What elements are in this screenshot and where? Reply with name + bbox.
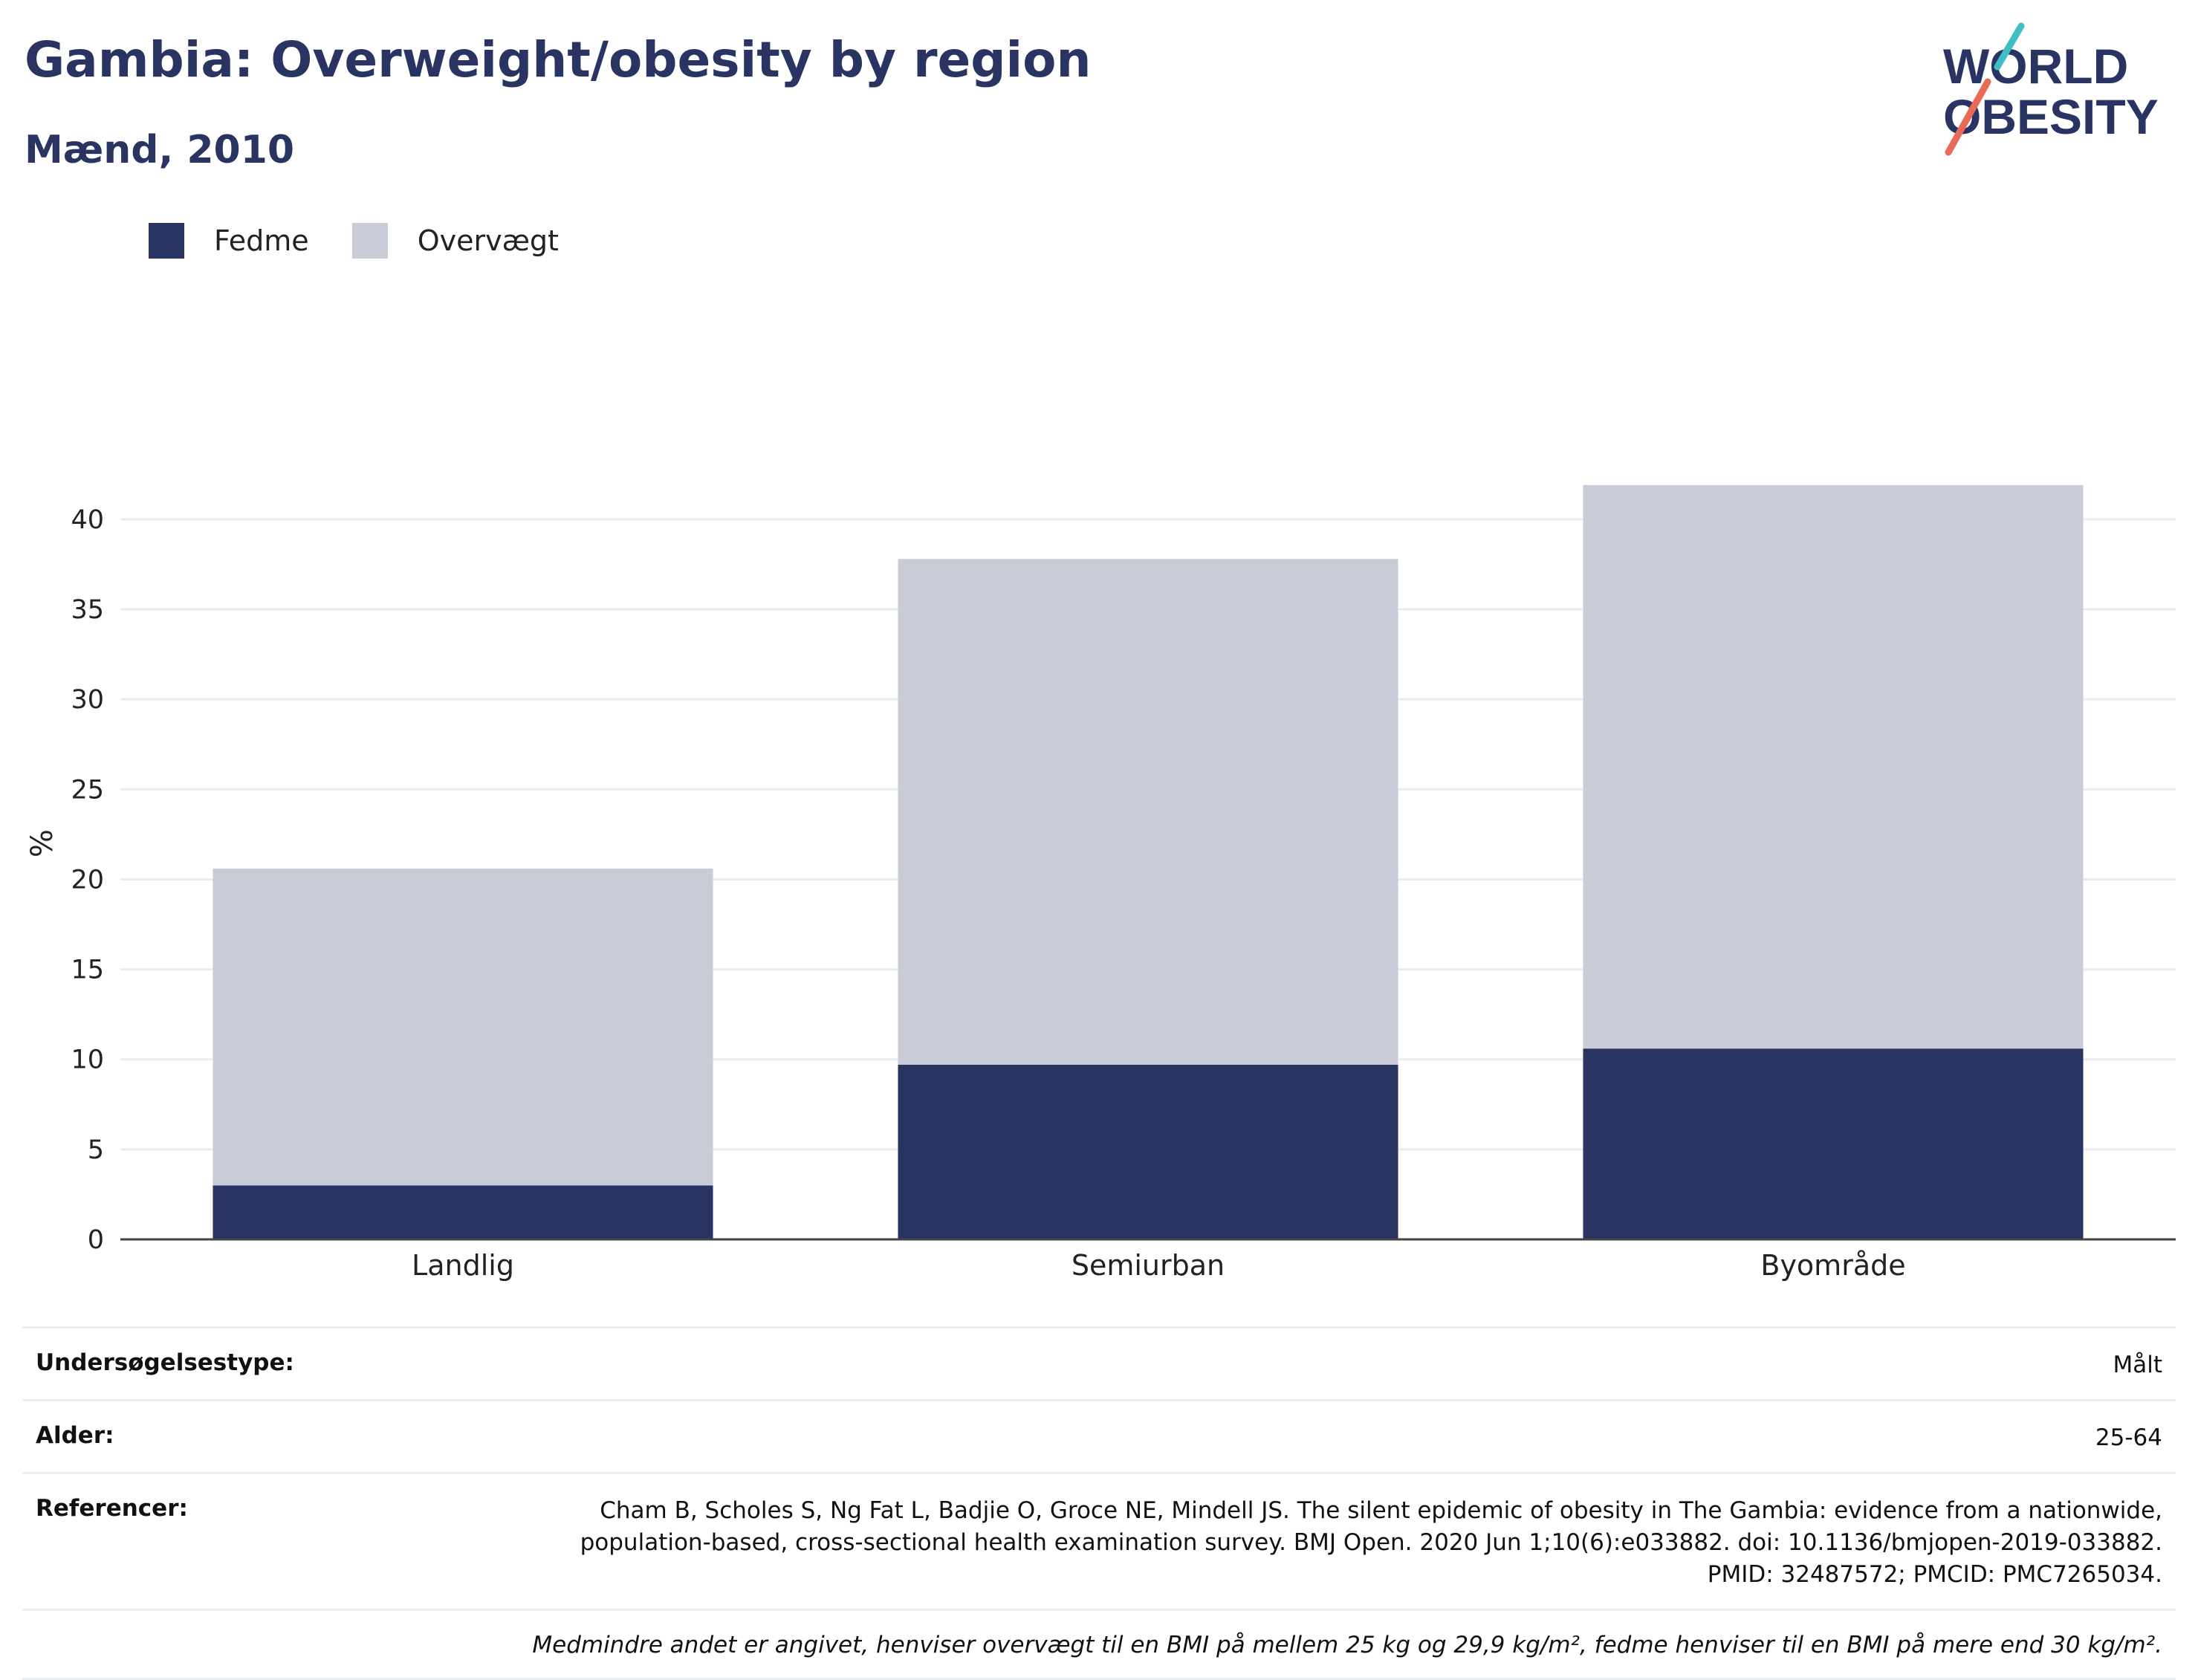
- chart-subtitle: Mænd, 2010: [25, 128, 295, 172]
- x-category-label: Semiurban: [1072, 1249, 1225, 1282]
- meta-age-value: 25-64: [2095, 1424, 2162, 1451]
- y-tick-label: 20: [71, 865, 104, 895]
- bar-fedme-0: [213, 1185, 713, 1239]
- world-obesity-logo: WORLD OBESITY: [1943, 22, 2159, 156]
- meta-ref-value: Cham B, Scholes S, Ng Fat L, Badjie O, G…: [580, 1497, 2162, 1588]
- metadata-table: Undersøgelsestype: Målt Alder: 25-64 Ref…: [22, 1326, 2176, 1680]
- y-tick-label: 10: [71, 1045, 104, 1075]
- bar-chart: 0 5 10 15 20 25 30 35 40% Landlig Semiurban Byområd…: [25, 484, 2176, 1282]
- legend-label-overvaegt: Overvægt: [417, 224, 559, 257]
- legend-swatch-fedme: [149, 223, 184, 259]
- y-tick-label: 0: [88, 1225, 104, 1255]
- bar-fedme-1: [898, 1064, 1398, 1239]
- chart-title: Gambia: Overweight/obesity by region: [25, 31, 1092, 88]
- chart-legend: Fedme Overvægt: [149, 223, 602, 259]
- y-tick-label: 40: [71, 505, 104, 535]
- legend-swatch-overvaegt: [351, 223, 388, 259]
- y-axis-label: %: [25, 829, 59, 857]
- x-category-label: Landlig: [412, 1249, 514, 1282]
- legend-item-fedme[interactable]: Fedme: [149, 223, 309, 259]
- meta-row-survey: Undersøgelsestype: Målt: [22, 1326, 2176, 1399]
- bar-overvaegt-1: [898, 559, 1398, 1065]
- logo-word-1: WORLD: [1943, 39, 2128, 94]
- meta-row-age: Alder: 25-64: [22, 1399, 2176, 1472]
- logo-slash-red: [1945, 78, 1991, 156]
- meta-row-references: Referencer: Cham B, Scholes S, Ng Fat L,…: [22, 1472, 2176, 1609]
- y-tick-label: 25: [71, 775, 104, 805]
- bar-overvaegt-2: [1583, 484, 2084, 1049]
- meta-age-label: Alder:: [36, 1422, 114, 1449]
- meta-ref-label: Referencer:: [36, 1495, 188, 1522]
- meta-footnote: Medmindre andet er angivet, henviser ove…: [22, 1609, 2176, 1680]
- legend-label-fedme: Fedme: [214, 224, 309, 257]
- meta-survey-value: Målt: [2113, 1352, 2162, 1378]
- y-tick-label: 15: [71, 956, 104, 985]
- y-tick-label: 30: [71, 685, 104, 715]
- bar-fedme-2: [1583, 1048, 2084, 1239]
- legend-item-overvaegt[interactable]: Overvægt: [351, 223, 559, 259]
- bar-overvaegt-0: [213, 868, 713, 1186]
- x-category-label: Byområde: [1760, 1249, 1905, 1282]
- logo-slash-teal: [1994, 22, 2025, 71]
- y-tick-label: 35: [71, 595, 104, 625]
- y-tick-label: 5: [88, 1135, 104, 1165]
- meta-survey-label: Undersøgelsestype:: [36, 1349, 294, 1376]
